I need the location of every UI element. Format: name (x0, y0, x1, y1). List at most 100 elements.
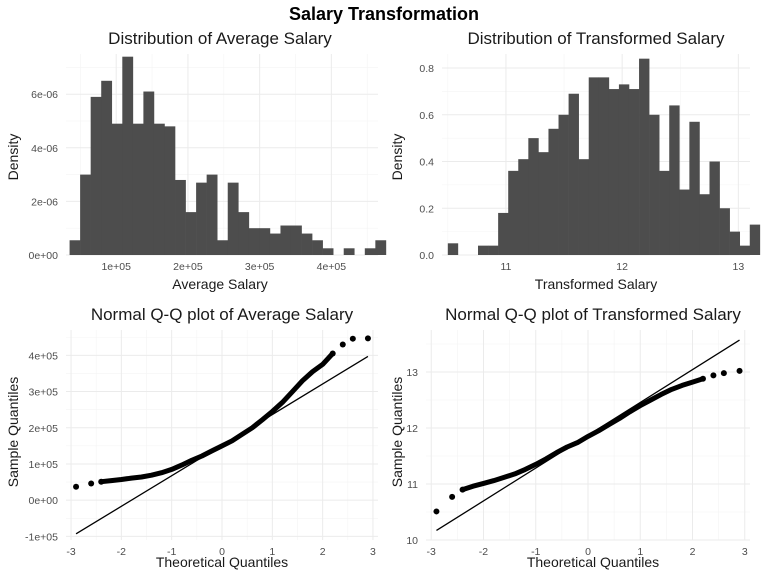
histogram-bar (498, 212, 509, 255)
y-axis-label: Density (5, 134, 21, 181)
y-tick-label: 3e+05 (29, 387, 59, 399)
qq-plot-average-salary-panel: Normal Q-Q plot of Average Salary Theore… (5, 305, 378, 570)
x-tick-label: 0 (585, 546, 591, 558)
y-tick-label: 6e-06 (31, 89, 58, 101)
histogram-average-salary-panel: Distribution of Average Salary Average S… (5, 29, 387, 292)
histogram-bar (618, 84, 630, 255)
y-tick-label: 0e+00 (29, 250, 59, 262)
histogram-bar (528, 138, 539, 255)
x-tick-label: 1 (269, 546, 275, 558)
x-tick-label: -1 (531, 546, 540, 558)
histogram-bar (238, 212, 250, 255)
y-tick-label: 2e-06 (31, 196, 58, 208)
qq-sample-point (349, 335, 356, 342)
qq-sample-point (364, 335, 371, 342)
panel-title: Normal Q-Q plot of Average Salary (91, 305, 354, 324)
x-tick-label: 12 (616, 261, 628, 273)
histogram-bar (588, 77, 600, 255)
figure-title: Salary Transformation (289, 4, 479, 24)
x-tick-label: 3e+05 (245, 261, 275, 273)
grid (66, 330, 378, 540)
qq-sample-point (720, 370, 727, 377)
histogram-bar (217, 240, 229, 255)
x-tick-label: 0 (219, 546, 225, 558)
histogram-bar (101, 80, 113, 255)
histogram-bar (175, 179, 186, 255)
histogram-bar (322, 248, 334, 255)
y-tick-label: 10 (406, 535, 418, 547)
histogram-bar (301, 233, 313, 255)
y-tick-label: 0.2 (419, 203, 434, 215)
histogram-bars (447, 58, 761, 255)
histogram-bar (111, 123, 123, 256)
histogram-bar (699, 194, 710, 255)
histogram-bar (608, 89, 620, 255)
panel-title: Distribution of Average Salary (108, 29, 332, 48)
x-axis-label: Theoretical Quantiles (527, 554, 659, 570)
x-tick-label: 13 (733, 261, 745, 273)
histogram-bar (538, 152, 549, 255)
histogram-bar (143, 91, 155, 256)
qq-plot-transformed-salary-panel: Normal Q-Q plot of Transformed Salary Th… (389, 305, 750, 570)
qq-sample-points (98, 351, 336, 485)
x-tick-label: 2 (320, 546, 326, 558)
x-tick-label: -2 (479, 546, 488, 558)
x-tick-label: 11 (500, 261, 511, 273)
x-tick-label: 1e+05 (101, 261, 131, 273)
x-tick-label: 1 (637, 546, 643, 558)
y-tick-label: 0e+00 (29, 495, 59, 507)
histogram-bar (375, 240, 387, 255)
histogram-bar (248, 228, 260, 255)
y-axis-label: Sample Quantiles (389, 377, 405, 488)
y-tick-label: 0.6 (419, 110, 434, 122)
histogram-bar (153, 123, 165, 256)
histogram-bar (164, 126, 176, 255)
y-axis-label: Sample Quantiles (5, 377, 21, 488)
x-axis-label: Transformed Salary (535, 276, 657, 292)
histogram-bar (488, 245, 499, 255)
histogram-bar (259, 228, 271, 255)
histogram-bar (669, 105, 680, 255)
y-tick-label: 4e+05 (29, 350, 59, 362)
histogram-bar (628, 89, 640, 255)
grid (426, 330, 750, 541)
x-tick-label: 4e+05 (317, 261, 347, 273)
histogram-bar (578, 159, 590, 255)
y-axis-label: Density (389, 134, 405, 181)
histogram-bar (689, 121, 700, 255)
x-tick-label: 2 (690, 546, 696, 558)
y-tick-label: 11 (407, 479, 418, 491)
histogram-bar (269, 233, 281, 255)
x-tick-label: -1 (167, 546, 176, 558)
histogram-bar (719, 208, 730, 255)
histogram-bar (649, 114, 660, 255)
qq-sample-point (88, 480, 95, 487)
histogram-bar (679, 189, 690, 255)
y-tick-label: 0.4 (419, 157, 434, 169)
histogram-bar (749, 224, 761, 255)
histogram-bar (548, 128, 559, 255)
x-tick-label: -2 (117, 546, 126, 558)
histogram-bars (69, 56, 387, 256)
qq-sample-point (710, 372, 717, 379)
histogram-bar (729, 231, 741, 255)
qq-sample-point (73, 483, 80, 490)
histogram-transformed-salary-panel: Distribution of Transformed Salary Trans… (389, 29, 761, 292)
histogram-bar (558, 114, 569, 255)
histogram-bar (478, 245, 489, 255)
qq-sample-point (449, 493, 456, 500)
histogram-bar (343, 248, 355, 255)
y-tick-label: 1e+05 (29, 459, 59, 471)
x-tick-label: -3 (427, 546, 436, 558)
y-tick-label: 12 (406, 423, 418, 435)
histogram-bar (508, 170, 519, 255)
histogram-bar (447, 243, 459, 255)
y-tick-label: 2e+05 (29, 423, 59, 435)
panel-title: Distribution of Transformed Salary (468, 29, 725, 48)
histogram-bar (227, 182, 239, 255)
y-tick-label: 0.0 (419, 250, 434, 262)
y-tick-label: -1e+05 (25, 531, 58, 543)
histogram-bar (709, 161, 720, 255)
x-axis-label: Average Salary (172, 276, 267, 292)
